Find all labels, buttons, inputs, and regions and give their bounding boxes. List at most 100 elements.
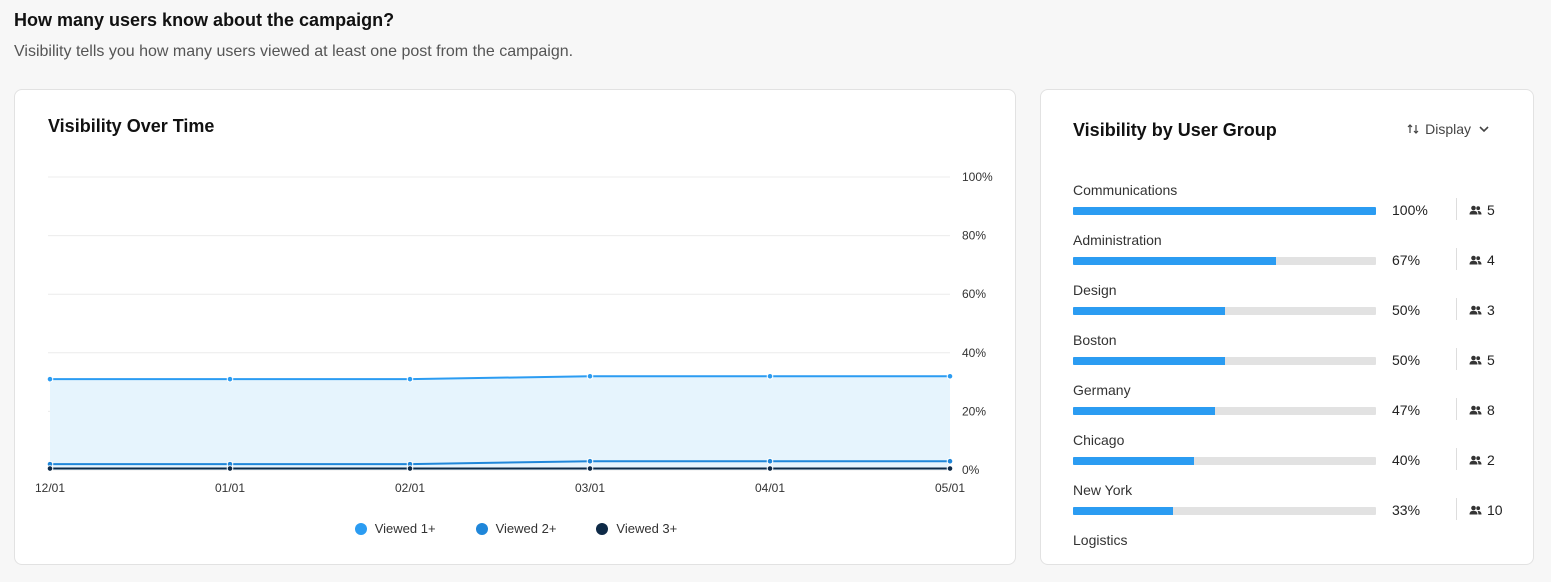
group-row[interactable]: Boston 50% 5 [1073,332,1513,382]
group-name: Administration [1073,232,1162,248]
group-row[interactable]: New York 33% 10 [1073,482,1513,532]
chart-title: Visibility Over Time [48,116,215,136]
group-list: Communications 100% 5 Administration 67% 4 Des… [1073,182,1513,564]
members-count: 2 [1487,452,1495,468]
members-count: 3 [1487,302,1495,318]
display-button[interactable]: Display [1407,121,1491,137]
x-tick-label: 12/01 [35,481,65,495]
group-name: Logistics [1073,532,1128,548]
y-tick-label: 80% [962,229,986,243]
legend-label-viewed-3: Viewed 3+ [616,521,678,536]
data-point [586,457,594,465]
x-tick-label: 03/01 [575,481,605,495]
data-point [586,465,594,472]
data-point [946,457,954,465]
members-count: 4 [1487,252,1495,268]
group-name: Chicago [1073,432,1125,448]
y-tick-label: 40% [962,346,986,360]
data-point [226,375,234,383]
visibility-chart: 100% 80% 60% 40% 20% 0% 12/01 01/01 02/01 03/01 04… [35,170,993,495]
data-point [406,375,414,383]
group-percent: 33% [1392,502,1421,518]
page-subtitle: Visibility tells you how many users view… [14,43,574,60]
sort-icon [1407,124,1419,134]
x-tick-label: 04/01 [755,481,785,495]
visibility-over-time-card: Visibility Over Time 100% 80% 60% 40% 20% 0% 1… [14,89,1016,565]
chevron-down-icon [1479,126,1489,133]
group-members: 4 [1469,252,1495,268]
group-row[interactable]: Germany 47% 8 [1073,382,1513,432]
members-icon [1469,305,1482,315]
group-progress-bar [1073,257,1376,265]
legend-item-viewed-1[interactable]: Viewed 1+ [354,521,436,536]
group-percent: 50% [1392,302,1421,318]
group-progress-fill [1073,507,1173,515]
group-name: New York [1073,482,1133,498]
group-row[interactable]: Design 50% 3 [1073,282,1513,332]
legend-label-viewed-2: Viewed 2+ [495,521,557,536]
group-members: 3 [1469,302,1495,318]
group-row[interactable]: Chicago 40% 2 [1073,432,1513,482]
divider [1456,198,1457,220]
members-count: 5 [1487,202,1495,218]
y-tick-label: 100% [962,170,993,184]
group-members: 5 [1469,202,1495,218]
data-point [946,465,954,472]
page-title: How many users know about the campaign? [14,10,395,30]
group-members: 5 [1469,352,1495,368]
legend-label-viewed-1: Viewed 1+ [374,521,436,536]
legend-dot-viewed-3 [596,522,609,535]
group-progress-bar [1073,407,1376,415]
group-row[interactable]: Administration 67% 4 [1073,232,1513,282]
legend-item-viewed-3[interactable]: Viewed 3+ [596,521,677,536]
divider [1456,448,1457,470]
data-point [46,465,54,472]
y-tick-label: 60% [962,287,986,301]
group-percent: 47% [1392,402,1421,418]
x-tick-label: 05/01 [935,481,965,495]
group-progress-fill [1073,307,1225,315]
legend-dot-viewed-2 [475,522,488,535]
y-tick-label: 20% [962,404,986,418]
group-percent: 67% [1392,252,1421,268]
series-area-viewed-1 [50,376,950,470]
legend-dot-viewed-1 [354,522,367,535]
series-line-viewed-2 [50,460,950,466]
y-tick-label: 0% [962,463,980,477]
data-point [766,465,774,472]
group-percent: 40% [1392,452,1421,468]
data-point [46,375,54,383]
group-progress-bar [1073,357,1376,365]
group-row[interactable]: Communications 100% 5 [1073,182,1513,232]
members-count: 5 [1487,352,1495,368]
visibility-by-group-card: Visibility by User Group Display Communi… [1040,89,1534,565]
chart-legend: Viewed 1+ Viewed 2+ Viewed 3+ [15,521,1017,536]
series-line-viewed-1 [50,375,950,381]
data-point [226,465,234,472]
group-members: 2 [1469,452,1495,468]
members-icon [1469,355,1482,365]
x-tick-label: 01/01 [215,481,245,495]
members-icon [1469,405,1482,415]
legend-item-viewed-2[interactable]: Viewed 2+ [475,521,557,536]
data-point [586,372,594,380]
data-point [766,457,774,465]
group-progress-fill [1073,257,1276,265]
group-progress-bar [1073,307,1376,315]
data-point [766,372,774,380]
display-label: Display [1425,121,1471,137]
group-progress-bar [1073,207,1376,215]
group-card-title: Visibility by User Group [1073,120,1277,140]
group-progress-bar [1073,507,1376,515]
group-name: Boston [1073,332,1117,348]
members-icon [1469,455,1482,465]
members-icon [1469,205,1482,215]
group-name: Germany [1073,382,1131,398]
divider [1456,248,1457,270]
group-row[interactable]: Logistics [1073,532,1513,564]
group-progress-bar [1073,457,1376,465]
members-icon [1469,255,1482,265]
group-members: 8 [1469,402,1495,418]
group-members: 10 [1469,502,1503,518]
group-progress-fill [1073,407,1216,415]
